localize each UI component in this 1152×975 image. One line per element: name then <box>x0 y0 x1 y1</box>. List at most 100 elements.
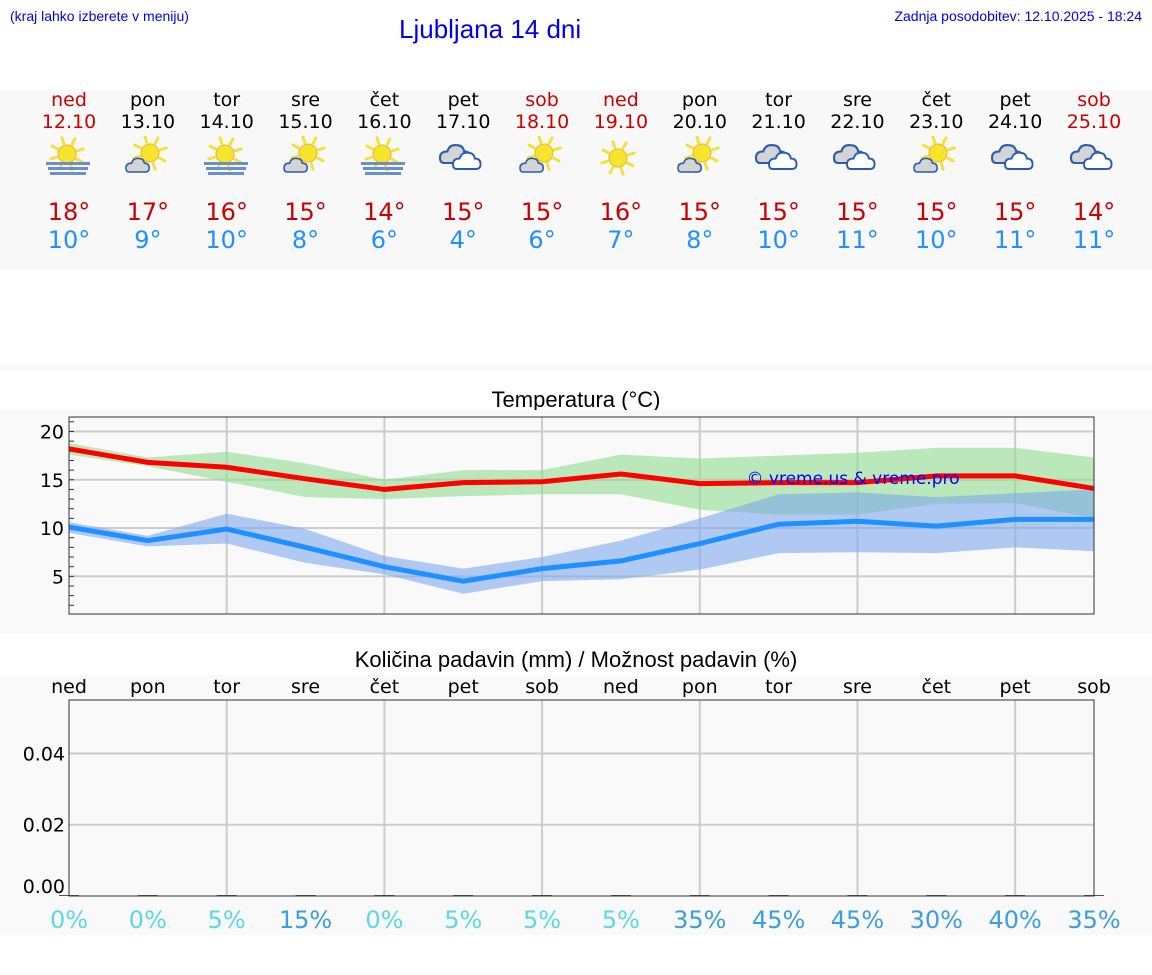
day-name: sob <box>525 89 559 111</box>
y-tick-label: 20 <box>40 421 64 443</box>
precipitation-probability: 0% <box>365 906 403 934</box>
min-temperature: 10° <box>205 226 248 254</box>
plot-frame <box>68 699 1095 897</box>
day-name: sob <box>1077 89 1111 111</box>
max-temperature: 15° <box>520 198 564 226</box>
day-name: ned <box>51 89 87 111</box>
partly-cloudy-icon <box>267 135 345 184</box>
day-name: čet <box>921 89 952 111</box>
day-name: pet <box>999 89 1031 111</box>
day-date: 19.10 <box>593 111 649 133</box>
min-temperature: 11° <box>993 226 1037 254</box>
cloudy-icon <box>1055 136 1133 184</box>
day-date: 16.10 <box>357 111 412 133</box>
day-name: sre <box>842 89 872 111</box>
day-name: tor <box>213 89 241 111</box>
precipitation-probability: 5% <box>523 906 561 934</box>
day-name: pon <box>129 89 166 111</box>
precipitation-chart-panel <box>0 675 1152 935</box>
plot-frame <box>68 416 1095 615</box>
watermark: © vreme.us & vreme.pro <box>746 469 959 489</box>
min-temperature: 10° <box>757 226 800 254</box>
max-temperature: 15° <box>441 198 485 226</box>
day-name: ned <box>603 89 639 111</box>
day-date: 20.10 <box>672 111 727 133</box>
x-day-label: pet <box>1000 676 1031 698</box>
min-temperature: 9° <box>134 226 162 254</box>
max-temperature: 16° <box>599 198 643 226</box>
max-temperature: 15° <box>915 198 958 226</box>
max-temperature: 16° <box>205 198 248 226</box>
max-temperature: 15° <box>757 198 800 226</box>
min-temperature: 8° <box>686 226 714 254</box>
precipitation-probability: 40% <box>988 906 1041 934</box>
x-day-label: pon <box>682 676 718 698</box>
y-tick-label: 5 <box>52 566 64 588</box>
y-tick-label: 0.00 <box>23 876 65 898</box>
day-date: 25.10 <box>1066 111 1122 133</box>
day-date: 24.10 <box>987 111 1043 133</box>
max-temperature: 15° <box>836 198 879 226</box>
precipitation-probability: 5% <box>444 906 482 934</box>
precipitation-probability: 0% <box>50 906 88 934</box>
min-temperature: 11° <box>1072 226 1116 254</box>
day-name: tor <box>765 89 793 111</box>
x-day-label: tor <box>213 676 240 698</box>
x-day-label: pon <box>130 676 166 698</box>
max-temperature: 15° <box>678 198 722 226</box>
partly-cloudy-icon <box>109 135 187 184</box>
min-temperature: 10° <box>47 226 91 254</box>
precipitation-probability: 45% <box>752 906 805 934</box>
precipitation-probability: 0% <box>129 906 167 934</box>
day-date: 21.10 <box>751 111 806 133</box>
y-tick-label: 0.04 <box>23 743 65 765</box>
x-day-label: sre <box>291 676 320 698</box>
min-temperature: 11° <box>836 226 879 254</box>
cloudy-icon <box>424 136 502 184</box>
day-date: 12.10 <box>41 111 97 133</box>
y-tick-label: 0.02 <box>23 815 65 837</box>
cloudy-icon <box>976 136 1054 184</box>
day-name: čet <box>369 89 400 111</box>
fog-sun-icon <box>30 136 108 184</box>
min-temperature: 7° <box>607 226 635 254</box>
precipitation-probability: 30% <box>910 906 963 934</box>
x-day-label: ned <box>51 676 87 698</box>
day-date: 13.10 <box>120 111 176 133</box>
precipitation-probability: 5% <box>602 906 640 934</box>
day-name: pon <box>681 89 718 111</box>
fog-sun-icon <box>188 136 266 184</box>
fog-sun-icon <box>345 136 423 184</box>
page-title: Ljubljana 14 dni <box>399 14 582 44</box>
day-date: 18.10 <box>514 111 570 133</box>
y-tick-label: 15 <box>40 470 64 492</box>
day-name: pet <box>447 89 479 111</box>
max-temperature-line <box>68 446 1095 492</box>
min-temperature: 10° <box>915 226 958 254</box>
min-temperature-line <box>68 516 1094 584</box>
precipitation-probability: 35% <box>1067 906 1120 934</box>
precipitation-probability: 45% <box>831 906 884 934</box>
max-temperature: 14° <box>363 198 406 226</box>
max-temperature: 18° <box>47 198 91 226</box>
min-temperature: 6° <box>370 226 399 254</box>
location-menu-hint[interactable]: (kraj lahko izberete v meniju) <box>10 8 189 24</box>
min-range-band <box>69 489 1094 594</box>
x-day-label: čet <box>922 676 952 698</box>
day-date: 23.10 <box>909 111 964 133</box>
x-day-label: sob <box>1077 676 1111 698</box>
day-name: sre <box>291 89 321 111</box>
cloudy-icon <box>740 136 818 184</box>
x-day-label: pet <box>448 676 479 698</box>
cloudy-icon <box>818 136 896 184</box>
max-temperature: 15° <box>993 198 1037 226</box>
max-temperature: 15° <box>284 198 327 226</box>
x-day-label: tor <box>765 676 792 698</box>
day-date: 22.10 <box>830 111 885 133</box>
precipitation-probability: 15% <box>279 906 332 934</box>
min-temperature: 8° <box>291 226 320 254</box>
day-date: 17.10 <box>436 111 491 133</box>
x-day-label: sob <box>525 676 559 698</box>
x-day-label: čet <box>370 676 400 698</box>
